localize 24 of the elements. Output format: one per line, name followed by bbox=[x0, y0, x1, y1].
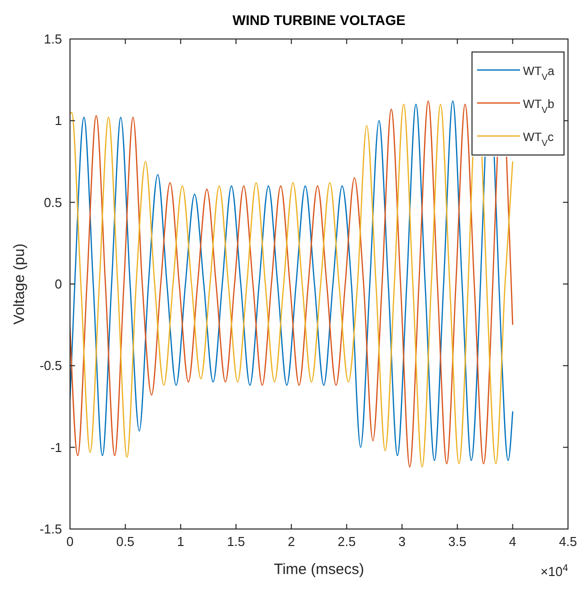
x-tick-label: 1 bbox=[177, 534, 184, 549]
y-tick-label: -1.5 bbox=[40, 522, 62, 536]
y-tick-label: 0.5 bbox=[44, 194, 62, 210]
x-tick-label: 2 bbox=[288, 534, 295, 549]
y-tick-label: 0 bbox=[54, 276, 62, 292]
legend-label: WT$_{V}$c bbox=[523, 130, 554, 148]
y-tick-label: -1 bbox=[50, 440, 62, 455]
x-tick-label: 4.5 bbox=[558, 534, 578, 549]
y-tick-label: -0.5 bbox=[40, 358, 62, 374]
y-tick-label: 1 bbox=[54, 113, 62, 128]
x-tick-label: 0.5 bbox=[116, 534, 134, 549]
y-tick-label: 1.5 bbox=[44, 32, 62, 46]
x-axis-title: Time (msecs) bbox=[274, 561, 364, 578]
x-tick-label: 3 bbox=[398, 534, 406, 549]
legend-label: WT$_{V}$a bbox=[523, 64, 555, 82]
x-tick-label: 4 bbox=[509, 534, 516, 549]
x-tick-label: 0 bbox=[66, 534, 74, 549]
x-tick-label: 2.5 bbox=[338, 534, 356, 549]
legend-label: WT$_{V}$b bbox=[523, 97, 555, 115]
y-axis-title: Voltage (pu) bbox=[11, 244, 28, 324]
chart-title: WIND TURBINE VOLTAGE bbox=[232, 12, 406, 28]
text: ×10$^{4}$ bbox=[540, 562, 569, 579]
x-tick-label: 1.5 bbox=[226, 534, 246, 549]
x-tick-label: 3.5 bbox=[448, 534, 466, 549]
